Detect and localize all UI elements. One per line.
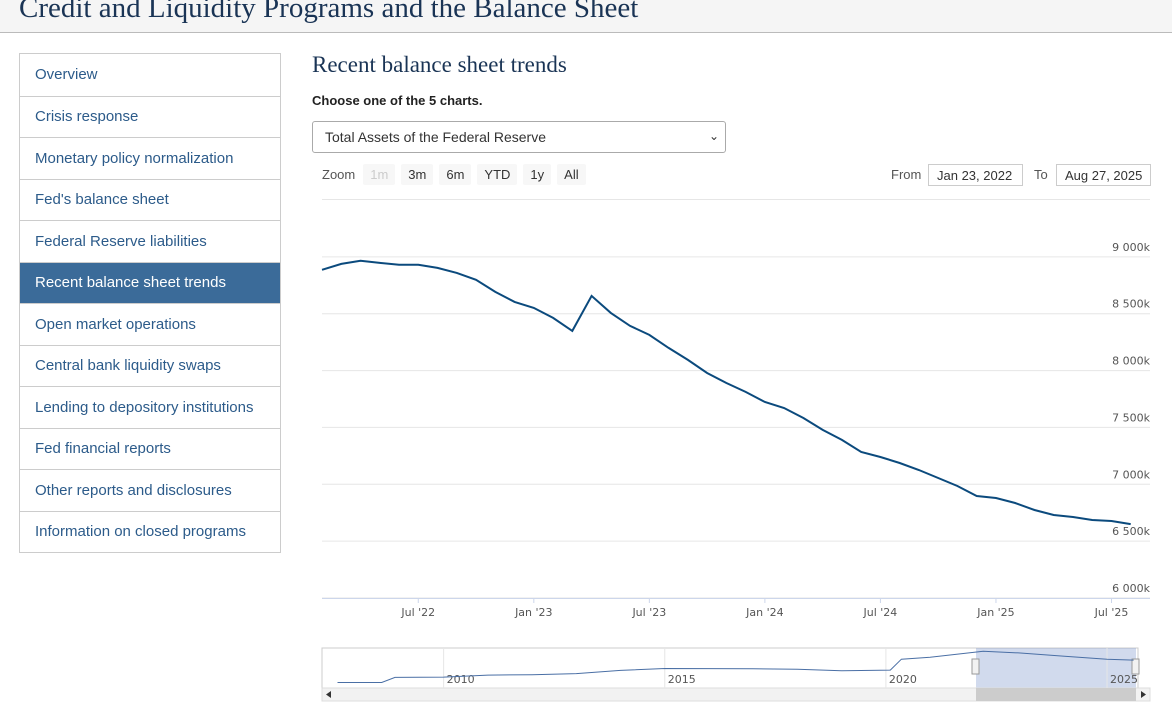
- series-line: [321, 259, 1131, 526]
- zoom-button[interactable]: YTD: [477, 164, 518, 185]
- x-tick-label: Jul '23: [631, 606, 666, 619]
- zoom-button[interactable]: 1m: [363, 164, 396, 185]
- nav-item[interactable]: Federal Reserve liabilities: [20, 220, 280, 262]
- navigator-tick-label: 2020: [889, 673, 917, 686]
- to-input[interactable]: Aug 27, 2025: [1056, 164, 1151, 186]
- nav-item[interactable]: Overview: [35, 66, 98, 84]
- nav-item[interactable]: Fed financial reports: [20, 427, 280, 470]
- nav-item[interactable]: Crisis response: [20, 95, 280, 138]
- scroll-left-arrow[interactable]: [326, 691, 331, 698]
- x-tick-label: Jan '23: [514, 606, 552, 619]
- from-label: From: [891, 167, 922, 182]
- navigator-tick-label: 2010: [447, 673, 475, 686]
- zoom-label: Zoom: [322, 167, 356, 182]
- navigator-line: [337, 650, 1134, 683]
- chart-select[interactable]: Total Assets of the Federal Reserve ⌄: [312, 121, 726, 153]
- x-tick-label: Jan '25: [976, 606, 1014, 619]
- nav-item[interactable]: Open market operations: [20, 303, 280, 345]
- zoom-button[interactable]: 6m: [439, 164, 472, 185]
- y-tick-label: 8 000k: [1112, 355, 1150, 368]
- select-value: Total Assets of the Federal Reserve: [325, 129, 546, 145]
- chart-prompt: Choose one of the 5 charts.: [312, 93, 483, 108]
- scroll-right-arrow[interactable]: [1141, 691, 1146, 698]
- header-bar: [0, 0, 1172, 33]
- y-tick-label: 8 500k: [1112, 298, 1150, 311]
- x-tick-label: Jul '22: [400, 606, 435, 619]
- select-arrow: ⌄: [708, 129, 719, 143]
- nav-item[interactable]: Lending to depository institutions: [20, 386, 280, 428]
- y-tick-label: 7 000k: [1112, 468, 1150, 481]
- x-tick-label: Jan '24: [745, 606, 783, 619]
- scrollbar-track[interactable]: [321, 687, 1151, 702]
- navigator-handle[interactable]: [1131, 658, 1140, 675]
- from-input[interactable]: Jan 23, 2022: [928, 164, 1023, 186]
- x-tick-label: Jul '24: [863, 606, 898, 619]
- section-title: Recent balance sheet trends: [312, 52, 567, 77]
- navigator-tick-label: 2015: [668, 673, 696, 686]
- navigator-handle[interactable]: [971, 658, 980, 675]
- nav-item[interactable]: Monetary policy normalization: [20, 137, 280, 179]
- zoom-button[interactable]: All: [557, 164, 586, 185]
- y-tick-label: 9 000k: [1112, 241, 1150, 254]
- zoom-button[interactable]: 1y: [523, 164, 552, 185]
- nav-item[interactable]: Information on closed programs: [20, 510, 280, 553]
- scrollbar-thumb[interactable]: [976, 688, 1136, 701]
- nav-item[interactable]: Other reports and disclosures: [20, 469, 280, 511]
- nav-item[interactable]: Recent balance sheet trends: [20, 261, 280, 303]
- navigator-selection[interactable]: [976, 648, 1136, 688]
- y-tick-label: 6 000k: [1112, 582, 1150, 595]
- y-tick-label: 6 500k: [1112, 525, 1150, 538]
- page-title: Credit and Liquidity Programs and the Ba…: [19, 0, 639, 24]
- navigator-tick-label: 2025: [1110, 673, 1138, 686]
- side-nav: Overview Crisis response Monetary policy n…: [19, 53, 281, 553]
- zoom-button[interactable]: 3m: [401, 164, 434, 185]
- to-label: To: [1034, 167, 1048, 182]
- nav-item[interactable]: Fed's balance sheet: [20, 178, 280, 221]
- nav-item[interactable]: Central bank liquidity swaps: [20, 344, 280, 387]
- zoom-bar: Zoom 1m 3m 6m YTD 1y All: [322, 164, 586, 185]
- x-tick-label: Jul '25: [1094, 606, 1129, 619]
- y-tick-label: 7 500k: [1112, 411, 1150, 424]
